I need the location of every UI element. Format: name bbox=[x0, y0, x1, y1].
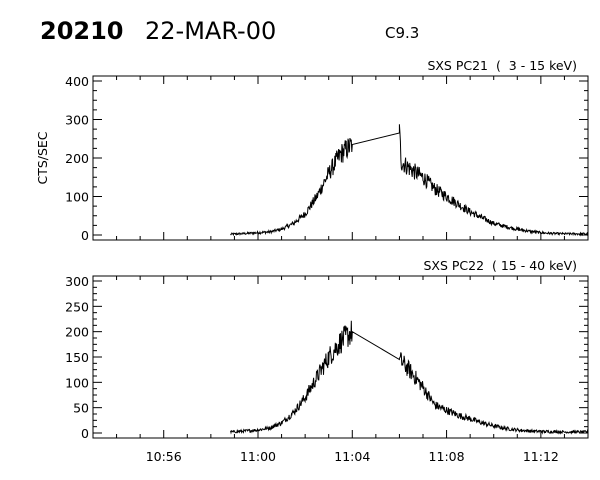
ytick-label: 100 bbox=[65, 375, 89, 390]
ytick-label: 150 bbox=[65, 350, 89, 365]
panel-pc22-series bbox=[230, 320, 589, 435]
ytick-label: 300 bbox=[65, 113, 89, 128]
xtick-label: 10:56 bbox=[146, 449, 182, 464]
panel-pc21-frame bbox=[92, 75, 589, 241]
panel-pc21-series bbox=[230, 124, 589, 237]
ytick-label: 200 bbox=[65, 325, 89, 340]
xtick-label: 11:12 bbox=[523, 449, 559, 464]
panel-pc22-frame bbox=[92, 275, 589, 439]
panel-pc21-ylabel: CTS/SEC bbox=[35, 131, 50, 184]
panel-pc22-xtick-labels: 10:56 11:00 11:04 11:08 11:12 bbox=[146, 449, 559, 464]
ytick-label: 50 bbox=[73, 401, 89, 416]
ytick-label: 100 bbox=[65, 190, 89, 205]
panel-pc22-ticks: 0 50 100 150 200 250 300 bbox=[65, 274, 588, 441]
goes-class: C9.3 bbox=[385, 24, 419, 42]
event-id: 20210 bbox=[40, 17, 124, 45]
ytick-label: 400 bbox=[65, 74, 89, 89]
event-date: 22-MAR-00 bbox=[145, 17, 276, 45]
ytick-label: 200 bbox=[65, 151, 89, 166]
xtick-label: 11:00 bbox=[240, 449, 276, 464]
ytick-label: 300 bbox=[65, 274, 89, 289]
ytick-label: 250 bbox=[65, 299, 89, 314]
panel-pc21-ticks: 0 100 200 300 400 bbox=[65, 74, 588, 243]
xtick-label: 11:04 bbox=[334, 449, 370, 464]
panel-pc22-title: SXS PC22 ( 15 - 40 keV) bbox=[423, 258, 577, 273]
panel-pc21-title: SXS PC21 ( 3 - 15 keV) bbox=[427, 58, 577, 73]
panel-pc21: SXS PC21 ( 3 - 15 keV) CTS/SEC 0 100 200 30… bbox=[35, 58, 589, 243]
ytick-label: 0 bbox=[81, 228, 89, 243]
ytick-label: 0 bbox=[81, 426, 89, 441]
panel-pc22: SXS PC22 ( 15 - 40 keV) 0 50 100 150 200 250 3… bbox=[65, 258, 589, 464]
xtick-label: 11:08 bbox=[429, 449, 465, 464]
